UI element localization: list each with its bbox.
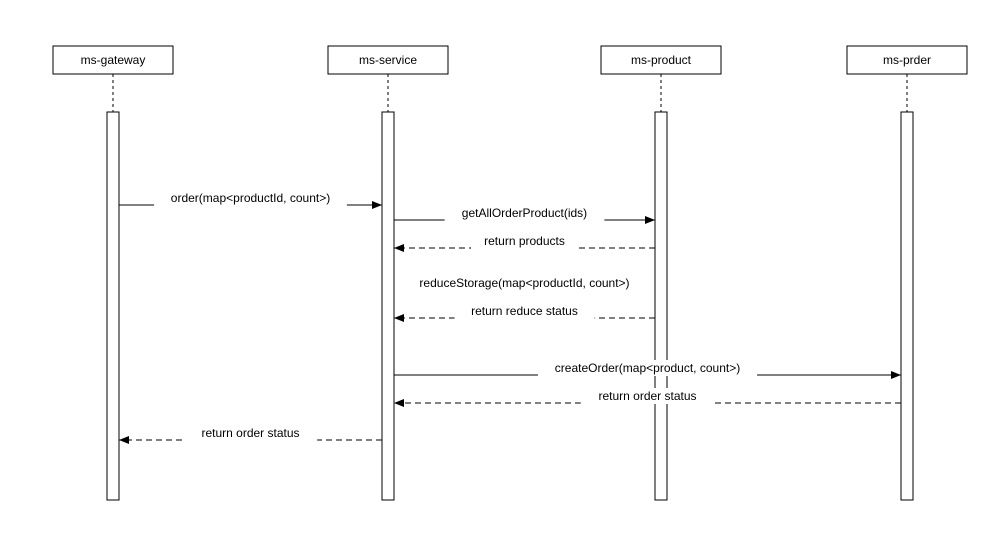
message-5: createOrder(map<product, count>) bbox=[394, 360, 901, 376]
participant-label: ms-product bbox=[631, 53, 692, 67]
message-label: return order status bbox=[201, 426, 299, 440]
participant-label: ms-service bbox=[359, 53, 417, 67]
message-label: return products bbox=[484, 234, 565, 248]
message-label: return reduce status bbox=[471, 304, 578, 318]
message-2: return products bbox=[394, 233, 655, 249]
message-6: return order status bbox=[394, 388, 901, 404]
participant-order: ms-prder bbox=[847, 46, 967, 500]
participant-label: ms-gateway bbox=[81, 53, 146, 67]
participant-service: ms-service bbox=[328, 46, 448, 500]
message-label: createOrder(map<product, count>) bbox=[555, 361, 740, 375]
message-7: return order status bbox=[119, 425, 382, 441]
sequence-diagram: ms-gateway ms-service ms-product ms-prder or… bbox=[0, 0, 1000, 537]
participant-label: ms-prder bbox=[883, 53, 931, 67]
message-label: reduceStorage(map<productId, count>) bbox=[419, 276, 629, 290]
participant-product: ms-product bbox=[601, 46, 721, 500]
message-0: order(map<productId, count>) bbox=[119, 190, 382, 206]
message-label: getAllOrderProduct(ids) bbox=[462, 206, 587, 220]
message-label: return order status bbox=[598, 389, 696, 403]
message-3: reduceStorage(map<productId, count>) bbox=[402, 275, 648, 291]
participant-gateway: ms-gateway bbox=[53, 46, 173, 500]
message-1: getAllOrderProduct(ids) bbox=[394, 205, 655, 221]
message-4: return reduce status bbox=[394, 303, 655, 319]
message-label: order(map<productId, count>) bbox=[171, 191, 330, 205]
